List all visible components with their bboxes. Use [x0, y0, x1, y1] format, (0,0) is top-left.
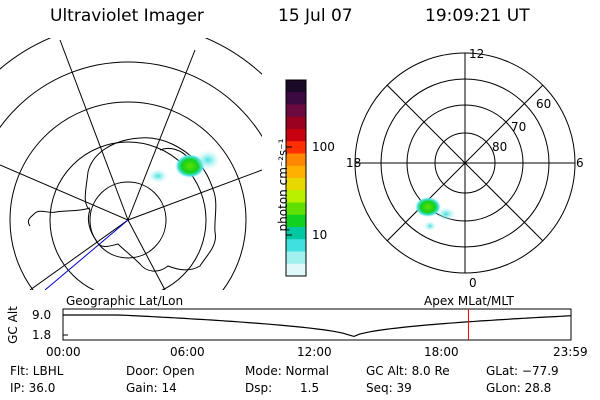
geographic-map-label: Geographic Lat/Lon: [66, 294, 184, 308]
colorbar-segment: [286, 227, 306, 240]
polar-map-label: Apex MLat/MLT: [424, 294, 514, 308]
colorbar-tick-100: 100: [312, 140, 335, 154]
date-label: 15 Jul 07: [278, 6, 353, 26]
dsp-value: 1.5: [300, 381, 320, 395]
colorbar-segment: [286, 214, 306, 228]
lat-circle: [49, 141, 207, 290]
mode-status: Mode: Normal: [245, 364, 329, 378]
colorbar-unit-label: photon cm⁻²s⁻¹: [276, 138, 290, 232]
aurora-blob: [415, 197, 441, 217]
colorbar-segment: [286, 116, 306, 130]
time-tick: 06:00: [170, 345, 205, 359]
colorbar-segment: [286, 129, 306, 142]
lat-circle: [89, 181, 167, 259]
altitude-plot: [62, 308, 572, 341]
lat-circle: [9, 101, 247, 290]
dsp-label: Dsp:: [245, 381, 273, 395]
peninsula-coastline: [27, 207, 91, 227]
mlt-label-12: 12: [469, 47, 485, 61]
colorbar-segment: [286, 80, 306, 93]
mlt-label-0: 0: [469, 276, 477, 290]
colorbar-segment: [286, 92, 306, 105]
ip-status: IP: 36.0: [10, 381, 56, 395]
instrument-title: Ultraviolet Imager: [50, 6, 204, 26]
time-tick: 18:00: [424, 345, 459, 359]
meridian-line: [127, 49, 196, 221]
lat-circle: [0, 61, 262, 138]
time-tick: 12:00: [297, 345, 332, 359]
aurora-blob: [424, 221, 436, 231]
mlat-label-70: 70: [511, 120, 527, 134]
altitude-curve: [63, 314, 572, 338]
glat-status: GLat: −77.9: [486, 364, 559, 378]
geographic-map: [0, 38, 262, 290]
colorbar-segment: [286, 202, 306, 216]
colorbar-segment: [286, 141, 306, 154]
glon-status: GLon: 28.8: [486, 381, 552, 395]
polar-mlt-map: [354, 52, 576, 274]
meridian-line: [127, 169, 262, 221]
meridian-line: [59, 39, 129, 221]
mlt-label-6: 6: [576, 156, 584, 170]
gc-alt-status: GC Alt: 8.0 Re: [366, 364, 450, 378]
door-status: Door: Open: [126, 364, 195, 378]
colorbar-segment: [286, 104, 306, 118]
colorbar-segment: [286, 263, 306, 277]
time-label: 19:09:21 UT: [425, 6, 530, 26]
mlat-label-60: 60: [536, 97, 552, 111]
aurora-blob: [196, 150, 220, 170]
altitude-tick-low: 1.8: [32, 328, 52, 342]
mlat-label-80: 80: [492, 140, 508, 154]
time-tick: 00:00: [46, 345, 81, 359]
time-tick: 23:59: [553, 345, 588, 359]
meridian-line: [0, 164, 129, 221]
color-scale-frame: [285, 79, 307, 277]
altitude-plot-frame: [62, 308, 572, 341]
filter-status: Flt: LBHL: [10, 364, 64, 378]
colorbar-segment: [286, 190, 306, 203]
mlt-label-18: 18: [346, 156, 362, 170]
colorbar-segment: [286, 178, 306, 191]
colorbar-segment: [286, 251, 306, 265]
colorbar-tick-10: 10: [312, 228, 328, 242]
gain-status: Gain: 14: [126, 381, 177, 395]
colorbar-segment: [286, 239, 306, 252]
seq-status: Seq: 39: [366, 381, 412, 395]
aurora-blob: [148, 169, 168, 183]
aurora-blob: [436, 207, 456, 221]
meridian-line: [29, 219, 129, 290]
mlt-line: [379, 77, 551, 249]
altitude-tick-high: 9.0: [32, 308, 52, 322]
meridian-line: [127, 219, 166, 290]
antarctica-coastline: [84, 137, 217, 272]
altitude-axis-label: GC Alt: [5, 306, 20, 344]
colorbar-segment: [286, 165, 306, 179]
terminator-line: [44, 219, 129, 290]
color-scale-bar: [286, 80, 306, 277]
colorbar-segment: [286, 153, 306, 167]
